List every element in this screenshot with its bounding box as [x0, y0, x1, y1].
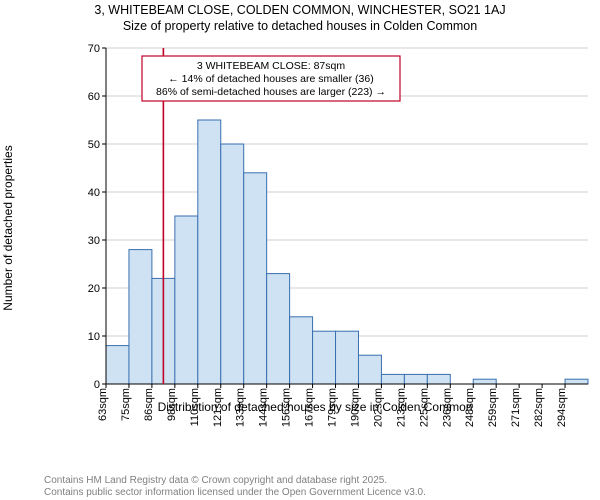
credit-block: Contains HM Land Registry data © Crown c…: [44, 475, 426, 498]
histogram-bar: [473, 379, 496, 384]
histogram-bar: [381, 374, 404, 384]
histogram-bar: [336, 331, 359, 384]
histogram-bar: [313, 331, 336, 384]
info-box-line: ← 14% of detached houses are smaller (36…: [168, 73, 373, 85]
y-tick-label: 40: [88, 187, 100, 199]
x-axis-label: Distribution of detached houses by size …: [36, 400, 594, 414]
title-line-1: 3, WHITEBEAM CLOSE, COLDEN COMMON, WINCH…: [0, 3, 600, 19]
histogram-bar: [129, 250, 152, 384]
histogram-bar: [198, 120, 221, 384]
histogram-bar: [175, 216, 198, 384]
y-tick-label: 30: [88, 235, 100, 247]
histogram-bar: [427, 374, 450, 384]
histogram-chart: 01020304050607063sqm75sqm86sqm98sqm110sq…: [78, 42, 594, 438]
y-tick-label: 70: [88, 43, 100, 55]
histogram-bar: [244, 173, 267, 384]
info-box-line: 86% of semi-detached houses are larger (…: [156, 86, 386, 98]
credit-line-2: Contains public sector information licen…: [44, 487, 426, 499]
plot-area: 01020304050607063sqm75sqm86sqm98sqm110sq…: [36, 38, 594, 438]
y-tick-label: 20: [88, 283, 100, 295]
y-axis-label: Number of detached properties: [1, 145, 15, 310]
histogram-bar: [404, 374, 427, 384]
chart-title: 3, WHITEBEAM CLOSE, COLDEN COMMON, WINCH…: [0, 3, 600, 34]
histogram-bar: [565, 379, 588, 384]
y-tick-label: 10: [88, 331, 100, 343]
y-tick-label: 60: [88, 91, 100, 103]
y-tick-label: 50: [88, 139, 100, 151]
title-line-2: Size of property relative to detached ho…: [0, 19, 600, 35]
histogram-bar: [290, 317, 313, 384]
histogram-bar: [106, 346, 129, 384]
histogram-bar: [267, 274, 290, 384]
info-box-line: 3 WHITEBEAM CLOSE: 87sqm: [197, 60, 345, 72]
histogram-bar: [221, 144, 244, 384]
credit-line-1: Contains HM Land Registry data © Crown c…: [44, 475, 426, 487]
histogram-bar: [358, 355, 381, 384]
